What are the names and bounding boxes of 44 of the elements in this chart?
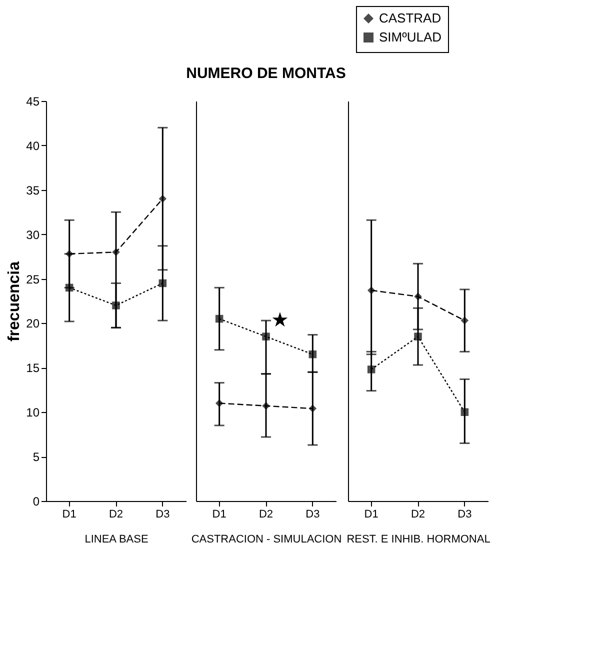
y-tick-label: 5 xyxy=(32,450,40,464)
y-tick-label: 15 xyxy=(26,361,40,376)
point xyxy=(460,316,469,324)
x-tick-label: D2 xyxy=(258,508,274,520)
y-axis-title: frecuencia xyxy=(6,261,24,342)
point xyxy=(367,366,376,374)
point xyxy=(65,284,74,292)
y-tick-label: 0 xyxy=(32,494,40,508)
point xyxy=(414,332,422,340)
point xyxy=(460,408,469,416)
point xyxy=(158,194,167,203)
point xyxy=(262,332,270,340)
y-tick-label: 25 xyxy=(26,272,40,286)
point xyxy=(215,314,224,323)
point xyxy=(367,286,376,294)
x-tick-label: D2 xyxy=(108,508,124,520)
x-axis-title: LINEA BASE xyxy=(84,534,148,546)
y-tick-label: 40 xyxy=(26,138,40,153)
point xyxy=(158,279,167,288)
y-tick-label: 35 xyxy=(26,183,40,198)
y-tick-label: 20 xyxy=(26,316,40,331)
y-tick-label: 30 xyxy=(26,228,40,242)
chart-title: NUMERO DE MONTAS xyxy=(186,65,346,82)
y-tick-label: 10 xyxy=(26,406,40,420)
x-axis-title: CASTRACION - SIMULACION xyxy=(191,534,342,546)
point xyxy=(262,402,270,410)
annotation: ★ xyxy=(271,308,289,332)
x-tick-label: D3 xyxy=(156,508,170,520)
point xyxy=(308,350,317,358)
legend-label: CASTRAD xyxy=(379,10,442,26)
x-tick-label: D1 xyxy=(212,508,226,520)
point xyxy=(112,302,120,310)
point xyxy=(215,399,224,408)
point xyxy=(112,248,120,256)
x-tick-label: D2 xyxy=(410,508,426,520)
x-tick-label: D3 xyxy=(458,508,472,520)
x-tick-label: D1 xyxy=(62,508,76,520)
point xyxy=(414,292,422,300)
x-axis-title: REST. E INHIB. HORMONAL xyxy=(346,534,490,546)
y-tick-label: 45 xyxy=(26,94,40,108)
x-tick-label: D3 xyxy=(306,508,320,520)
point xyxy=(308,404,317,412)
legend-label: SIMºULAD xyxy=(379,30,442,44)
x-tick-label: D1 xyxy=(364,508,378,520)
